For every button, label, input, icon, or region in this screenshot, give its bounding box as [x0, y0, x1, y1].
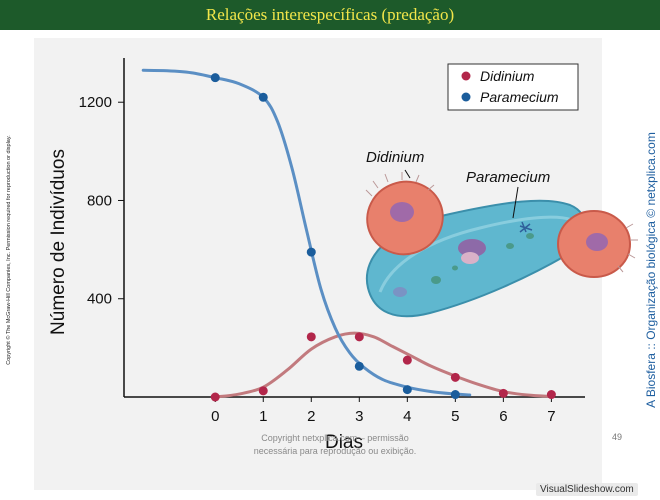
paramecium-leader-line [512, 186, 519, 219]
data-point-paramecium [210, 73, 220, 83]
copyright-vertical: Copyright © The McGraw-Hill Companies, I… [6, 135, 12, 365]
watermark-line-2: necessária para reprodução ou exibição. [253, 446, 417, 456]
legend-marker-didinium [461, 71, 471, 81]
data-point-paramecium [450, 390, 460, 400]
didinium-cell-left [365, 172, 444, 256]
data-point-paramecium [402, 385, 412, 395]
header-bar [0, 0, 660, 30]
illustration-label-didinium: Didinium [366, 149, 424, 166]
data-point-paramecium [354, 361, 364, 371]
tick-labels: 0 1 2 3 4 5 6 7 400 800 1200 [79, 94, 556, 425]
x-tick-label: 0 [211, 408, 219, 425]
data-point-didinium [546, 390, 556, 400]
data-point-didinium [354, 332, 364, 342]
data-point-didinium [258, 386, 268, 396]
slide-title: Relações interespecíficas (predação) [205, 5, 455, 24]
x-tick-label: 6 [499, 408, 507, 425]
trend-curve-didinium [213, 331, 553, 399]
credit-vertical: A Biosfera :: Organização biológica © ne… [644, 132, 658, 408]
x-tick-label: 1 [259, 408, 267, 425]
legend-label-paramecium: Paramecium [480, 89, 559, 105]
legend-marker-paramecium [461, 92, 471, 102]
legend-label-didinium: Didinium [480, 68, 535, 84]
x-tick-label: 7 [547, 408, 555, 425]
y-tick-label: 800 [87, 192, 112, 209]
x-tick-label: 2 [307, 408, 315, 425]
site-badge: VisualSlideshow.com [536, 483, 638, 496]
data-point-didinium [210, 392, 220, 402]
data-point-didinium [498, 388, 508, 398]
data-point-paramecium [306, 247, 316, 257]
watermark-line-1: Copyright netxplica.com – permissão [261, 433, 409, 443]
watermark: Copyright netxplica.com – permissão nece… [240, 432, 430, 458]
x-tick-label: 3 [355, 408, 363, 425]
y-axis-title: Número de Indivíduos [48, 149, 69, 335]
y-tick-label: 1200 [79, 94, 112, 111]
data-point-paramecium [258, 92, 268, 102]
data-points [210, 73, 556, 402]
legend: Didinium Paramecium [447, 63, 579, 111]
x-tick-label: 5 [451, 408, 459, 425]
didinium-cell-right [557, 210, 638, 278]
data-point-didinium [306, 332, 316, 342]
legend-box [447, 63, 579, 111]
didinium-leader-line [404, 169, 411, 179]
x-tick-label: 4 [403, 408, 411, 425]
y-tick-label: 400 [87, 291, 112, 308]
data-point-didinium [450, 372, 460, 382]
x-axis-title: Dias [325, 432, 363, 453]
illustration-label-paramecium: Paramecium [466, 169, 550, 186]
predation-illustration: Didinium Paramecium [365, 149, 638, 318]
page-number: 49 [612, 432, 623, 442]
data-point-didinium [402, 355, 412, 365]
